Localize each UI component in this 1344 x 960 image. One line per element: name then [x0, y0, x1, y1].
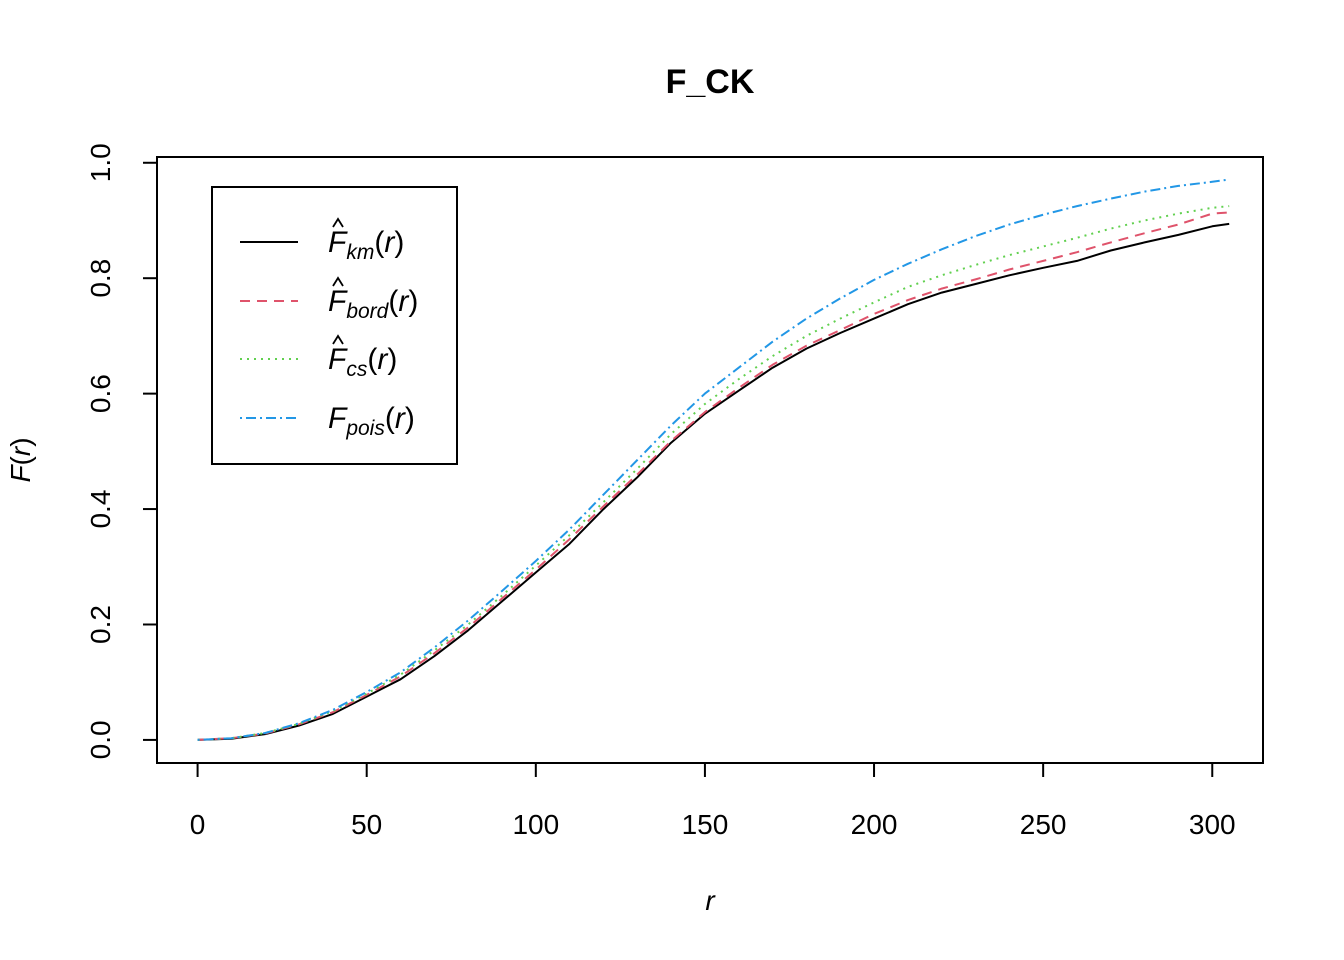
- legend: Fkm(r) Fbord(r) Fcs(r) Fpois(r): [211, 186, 458, 465]
- legend-hat-cs: [332, 334, 344, 345]
- x-tick-label: 300: [1189, 809, 1236, 840]
- x-tick-label: 150: [682, 809, 729, 840]
- y-axis-label: F(r): [5, 437, 36, 482]
- series-line-pois: [197, 178, 1230, 741]
- y-tick-label: 0.8: [85, 259, 116, 298]
- legend-hat-bord: [332, 276, 344, 287]
- chart-title: F_CK: [666, 63, 755, 101]
- x-axis-label: r: [705, 885, 716, 916]
- series-line-cs: [197, 205, 1230, 741]
- legend-label-cs: Fcs(r): [328, 343, 397, 381]
- series-line-bord: [197, 211, 1230, 741]
- y-tick-label: 0.2: [85, 605, 116, 644]
- x-axis: 0 50 100 150 200 250 300: [190, 762, 1236, 840]
- x-tick-label: 0: [190, 809, 206, 840]
- legend-hat-km: [332, 217, 344, 228]
- x-tick-label: 250: [1020, 809, 1067, 840]
- y-tick-label: 0.0: [85, 720, 116, 759]
- y-tick-label: 0.4: [85, 490, 116, 529]
- legend-label-pois: Fpois(r): [328, 402, 415, 440]
- x-tick-label: 200: [851, 809, 898, 840]
- series-layer: [197, 178, 1230, 741]
- y-tick-label: 1.0: [85, 143, 116, 182]
- y-tick-label: 0.6: [85, 374, 116, 413]
- legend-label-bord: Fbord(r): [328, 285, 418, 323]
- legend-label-km: Fkm(r): [328, 226, 404, 264]
- series-line-km: [197, 222, 1230, 741]
- y-axis: 0.0 0.2 0.4 0.6 0.8 1.0: [85, 143, 158, 759]
- x-tick-label: 100: [512, 809, 559, 840]
- x-tick-label: 50: [351, 809, 382, 840]
